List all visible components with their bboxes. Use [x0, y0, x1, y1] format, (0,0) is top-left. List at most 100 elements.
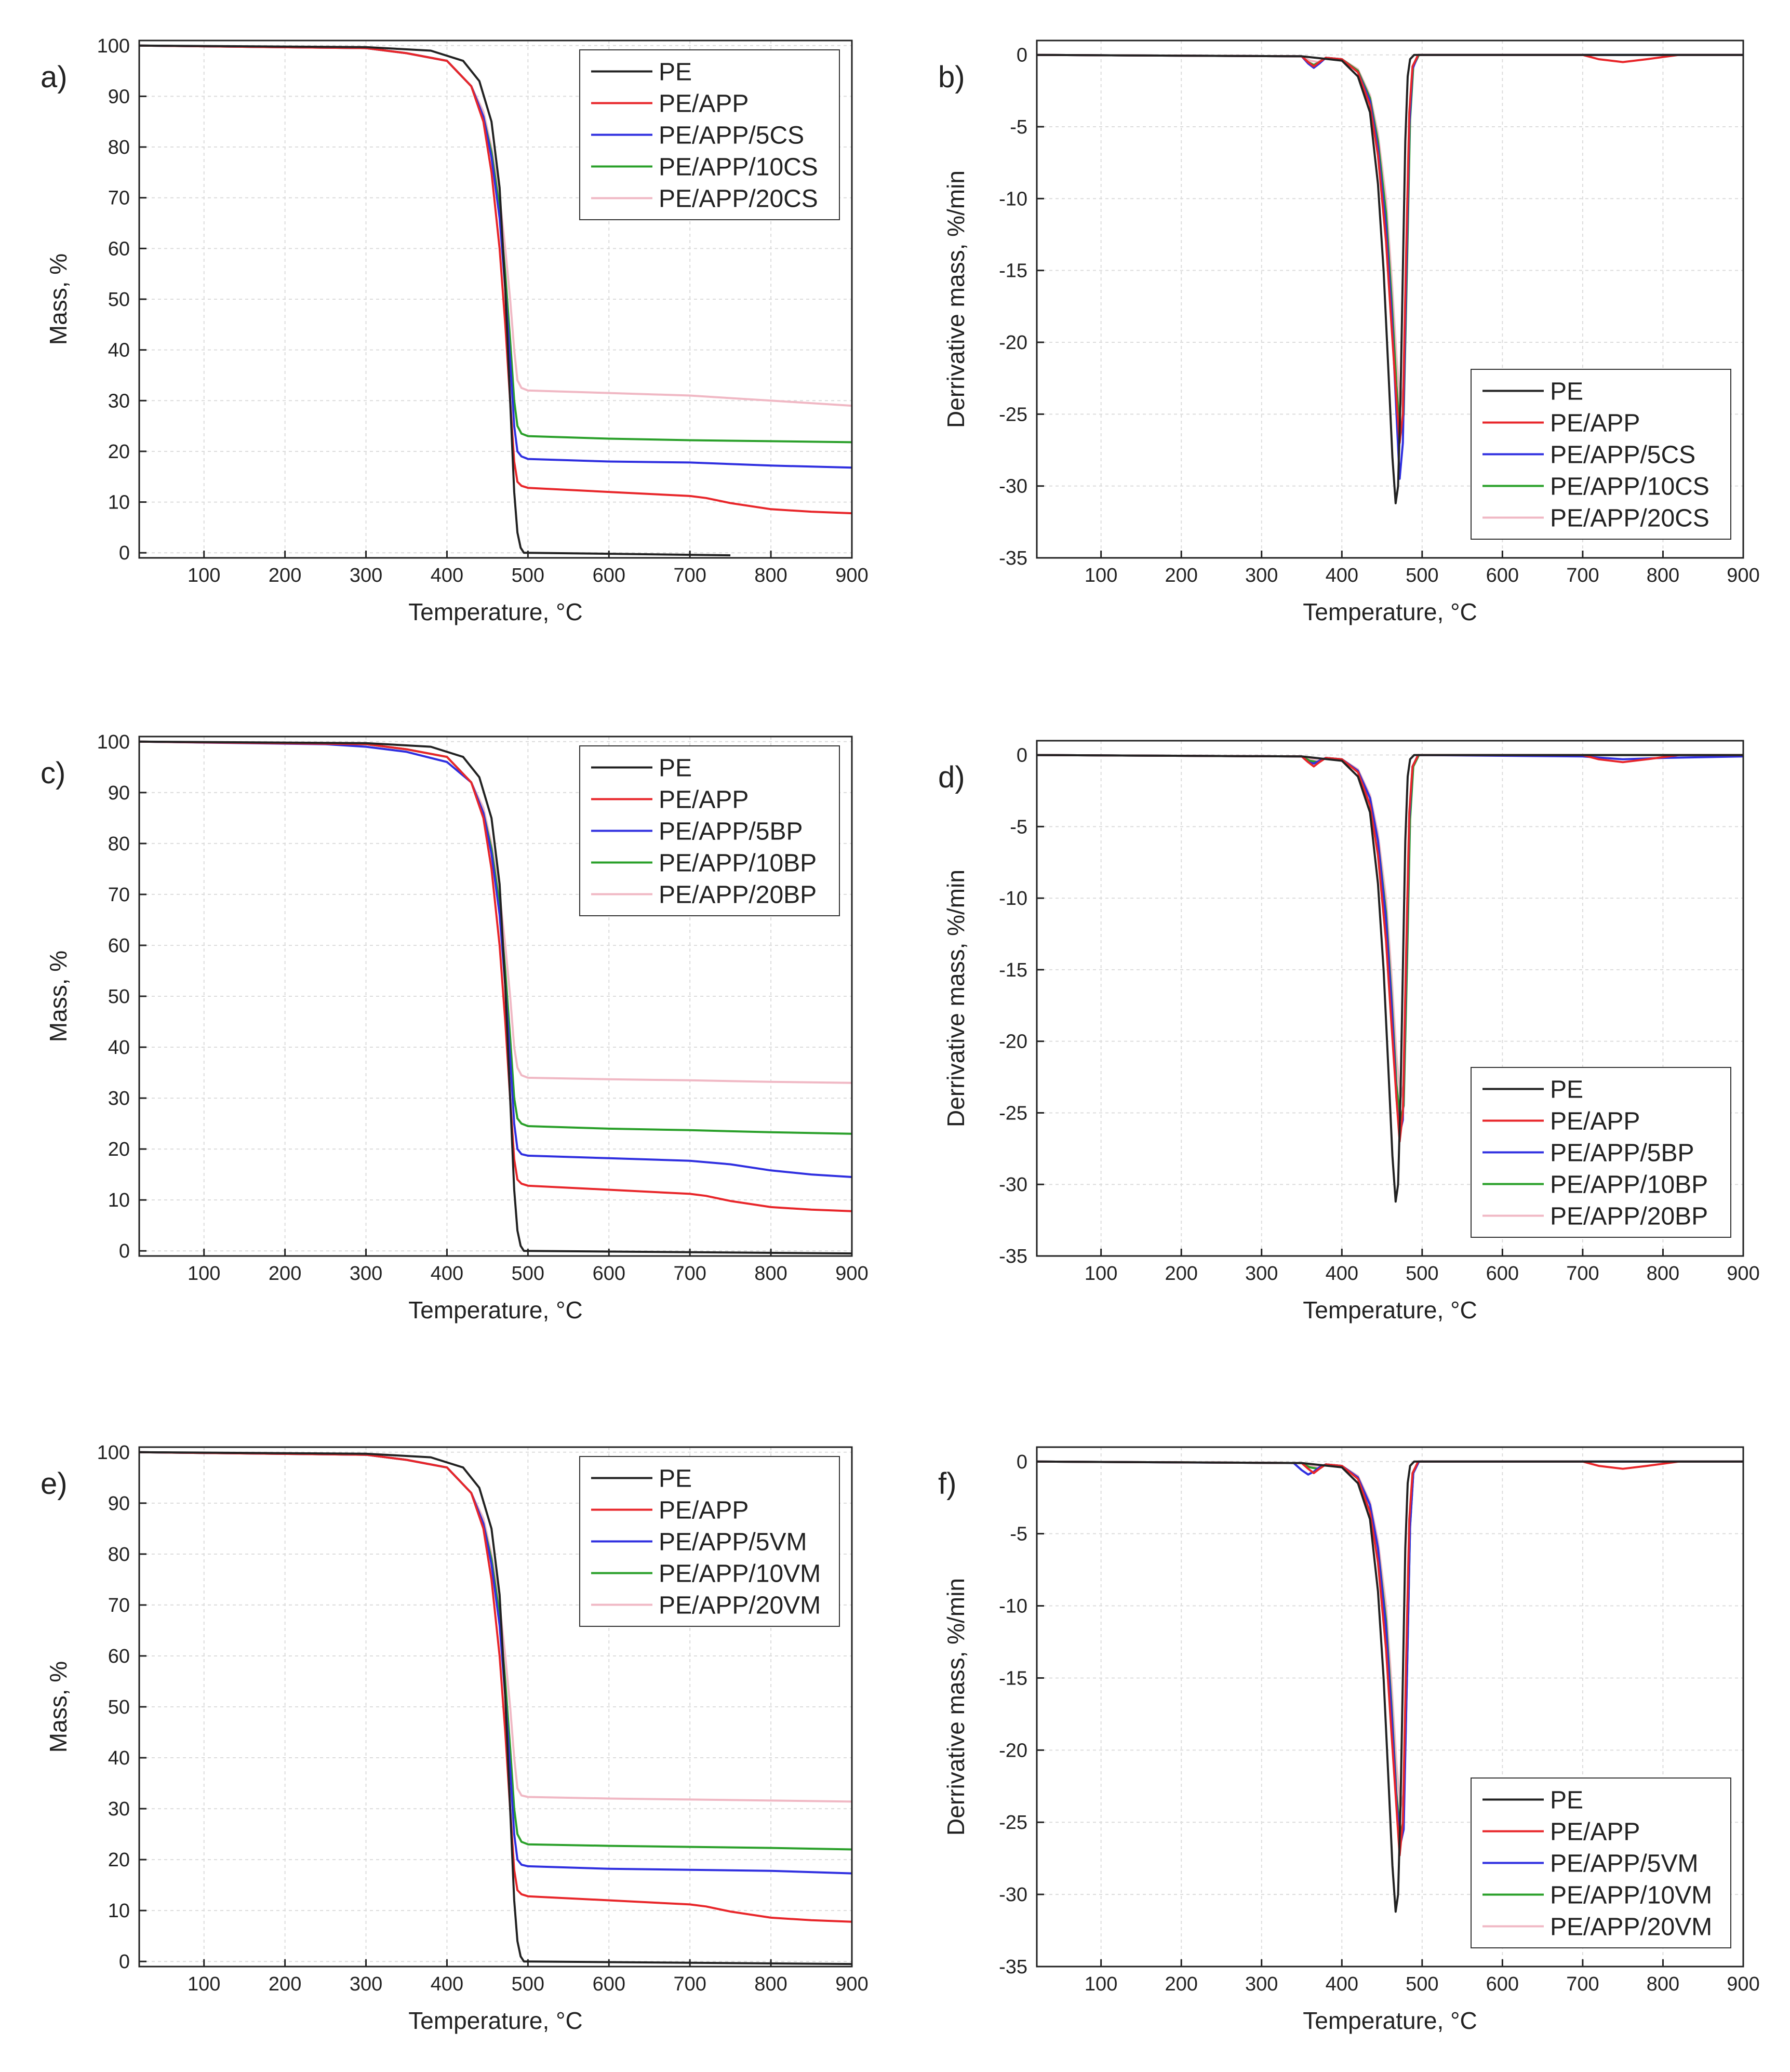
x-tick-label: 100: [188, 1973, 220, 1995]
y-tick-label: 80: [108, 833, 130, 855]
x-tick-label: 100: [1085, 1263, 1117, 1285]
y-tick-label: 90: [108, 782, 130, 804]
x-tick-label: 200: [269, 565, 301, 586]
x-tick-label: 800: [754, 565, 787, 586]
plot-frame: [1036, 1446, 1744, 1968]
x-tick-label: 700: [1566, 565, 1599, 586]
x-tick-label: 100: [1085, 565, 1117, 586]
panel-f: 100 200 300 400 500 600 700 800 900 0 -5 -10 -15 -20 -…: [938, 1446, 1760, 2034]
x-tick-label: 200: [269, 1973, 301, 1995]
y-tick-label: 0: [119, 1240, 130, 1262]
x-tick-label: 400: [1326, 1973, 1358, 1995]
series-line-pe: [139, 1451, 852, 1966]
legend-label: PE/APP/5BP: [659, 818, 803, 846]
x-tick-label: 900: [835, 565, 868, 586]
legend-label: PE: [659, 755, 692, 782]
x-tick-label: 500: [1406, 565, 1438, 586]
x-axis-label: Temperature, °C: [408, 1296, 582, 1324]
x-tick-label: 300: [350, 1263, 382, 1285]
y-tick-label: 90: [108, 86, 130, 108]
legend-label: PE/APP/5CS: [659, 122, 804, 150]
panel-label: d): [938, 760, 965, 794]
y-tick-label: 100: [97, 1442, 130, 1464]
y-axis-label: Derrivative mass, %/min: [942, 870, 969, 1127]
x-tick-label: 400: [431, 565, 463, 586]
x-axis-label: Temperature, °C: [408, 598, 582, 625]
y-tick-label: 50: [108, 986, 130, 1008]
series-line-pe-app-20cs: [1036, 54, 1743, 408]
y-tick-label: 0: [119, 542, 130, 564]
legend-label: PE: [1550, 378, 1583, 406]
y-tick-label: 60: [108, 238, 130, 260]
x-tick-label: 600: [593, 1973, 625, 1995]
legend-label: PE/APP/20CS: [1550, 505, 1709, 532]
x-tick-label: 300: [1245, 1263, 1278, 1285]
legend-label: PE/APP: [659, 786, 749, 814]
y-tick-label: -35: [999, 1246, 1027, 1267]
legend-label: PE: [1550, 1076, 1583, 1104]
x-tick-label: 300: [350, 1973, 382, 1995]
x-tick-label: 500: [512, 565, 544, 586]
y-tick-label: 0: [119, 1951, 130, 1973]
x-tick-label: 200: [269, 1263, 301, 1285]
legend: PE PE/APP PE/APP/5CS PE/APP/10CS PE/APP/20CS: [579, 49, 840, 220]
x-tick-label: 200: [1165, 1973, 1197, 1995]
y-tick-label: 60: [108, 1646, 130, 1667]
y-tick-label: -30: [999, 1174, 1027, 1196]
x-tick-label: 300: [1245, 1973, 1278, 1995]
legend-label: PE/APP/5BP: [1550, 1140, 1694, 1167]
legend-label: PE/APP/10BP: [1550, 1171, 1708, 1199]
x-tick-label: 400: [431, 1973, 463, 1995]
x-tick-label: 300: [350, 565, 382, 586]
y-tick-label: -25: [999, 1812, 1027, 1834]
panel-label: e): [41, 1467, 68, 1501]
y-tick-label: 30: [108, 1798, 130, 1820]
x-tick-label: 700: [1566, 1973, 1599, 1995]
series-line-pe: [139, 44, 731, 557]
x-tick-label: 500: [512, 1263, 544, 1285]
x-tick-label: 600: [1486, 1263, 1519, 1285]
series-line-pe-app: [139, 44, 852, 515]
x-axis-label: Temperature, °C: [1303, 2007, 1477, 2034]
panel-label: b): [938, 60, 965, 94]
legend-label: PE/APP/20BP: [1550, 1203, 1708, 1231]
series-line-pe: [1036, 1460, 1743, 1913]
series-line-pe-app-20vm: [1036, 1460, 1743, 1809]
legend: PE PE/APP PE/APP/5VM PE/APP/10VM PE/APP/20VM: [1471, 1777, 1731, 1948]
legend-label: PE/APP/10VM: [1550, 1882, 1712, 1909]
x-tick-label: 800: [754, 1263, 787, 1285]
y-tick-label: 40: [108, 340, 130, 362]
legend-label: PE/APP/5VM: [1550, 1850, 1698, 1878]
legend-label: PE/APP: [1550, 1819, 1640, 1846]
legend-label: PE/APP/10CS: [1550, 473, 1709, 501]
y-tick-label: 100: [97, 35, 130, 57]
y-tick-label: 20: [108, 441, 130, 463]
panel-c: 100 200 300 400 500 600 700 800 900 0 10 20 30 40 50 60…: [41, 731, 869, 1324]
y-tick-label: -5: [1010, 116, 1027, 138]
panel-label: a): [41, 60, 68, 94]
panel-b: 100 200 300 400 500 600 700 800 900 0 -5 -10 -15 -20 -…: [938, 39, 1760, 625]
series-line-pe: [1036, 754, 1743, 1203]
y-tick-label: 0: [1017, 1451, 1027, 1473]
x-axis-label: Temperature, °C: [1303, 1296, 1477, 1324]
y-tick-label: -15: [999, 1667, 1027, 1689]
y-tick-label: 20: [108, 1849, 130, 1871]
legend-label: PE/APP/10BP: [659, 850, 817, 877]
x-tick-label: 200: [1165, 565, 1197, 586]
legend-label: PE/APP: [659, 90, 749, 118]
x-tick-label: 300: [1245, 565, 1278, 586]
y-axis-label: Derrivative mass, %/min: [942, 1578, 969, 1836]
x-tick-label: 900: [1727, 1263, 1759, 1285]
y-tick-label: 30: [108, 1088, 130, 1109]
x-tick-label: 600: [1486, 1973, 1519, 1995]
legend-label: PE: [659, 1465, 692, 1493]
x-tick-label: 400: [1326, 565, 1358, 586]
x-tick-label: 800: [1647, 1973, 1679, 1995]
x-tick-label: 900: [1727, 1973, 1759, 1995]
y-tick-label: -30: [999, 476, 1027, 498]
y-tick-label: -25: [999, 1102, 1027, 1124]
y-tick-label: -10: [999, 1596, 1027, 1618]
legend-label: PE/APP/20VM: [659, 1592, 821, 1620]
y-tick-label: 20: [108, 1139, 130, 1160]
